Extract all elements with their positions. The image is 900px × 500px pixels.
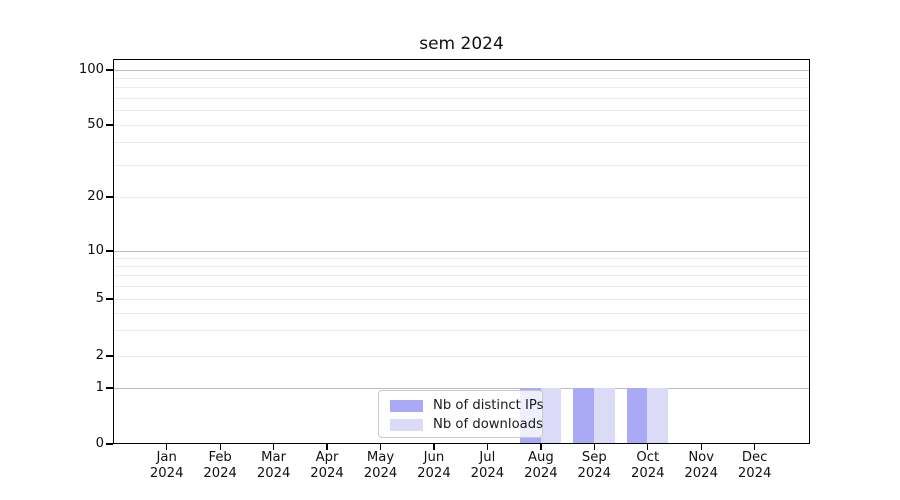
x-tick-mark (593, 444, 595, 450)
legend-item-downloads: Nb of downloads (390, 415, 543, 434)
x-tick-label: Nov 2024 (684, 450, 718, 481)
x-tick-mark (219, 444, 221, 450)
y-tick-label: 1 (95, 380, 104, 395)
minor-gridline (114, 355, 809, 357)
bar-downloads (594, 387, 615, 443)
legend-swatch-downloads (390, 418, 423, 431)
x-tick-mark (486, 444, 489, 450)
legend-item-distinct-ips: Nb of distinct IPs (390, 396, 544, 415)
y-tick-mark (106, 69, 113, 71)
y-tick-mark (106, 124, 113, 126)
x-tick-label: Jun 2024 (417, 450, 451, 481)
minor-gridline (114, 275, 809, 277)
y-tick-label: 10 (87, 243, 104, 258)
x-tick-label: Jan 2024 (149, 450, 184, 481)
major-gridline (114, 387, 809, 389)
chart-title: sem 2024 (419, 34, 504, 54)
y-tick-label: 0 (95, 436, 104, 451)
x-tick-label: Sep 2024 (577, 450, 612, 481)
y-tick-mark (106, 196, 113, 198)
y-tick-label: 5 (95, 291, 104, 306)
x-tick-mark (379, 444, 382, 450)
y-tick-label: 100 (78, 62, 104, 77)
bar-downloads (647, 387, 669, 443)
x-tick-label: Mar 2024 (256, 450, 291, 481)
minor-gridline (114, 330, 809, 332)
y-tick-label: 2 (95, 348, 104, 363)
minor-gridline (114, 286, 809, 288)
x-tick-label: May 2024 (363, 450, 398, 481)
minor-gridline (114, 110, 809, 112)
minor-gridline (114, 87, 809, 89)
legend-label: Nb of distinct IPs (433, 398, 544, 413)
minor-gridline (114, 266, 809, 268)
minor-gridline (114, 312, 809, 314)
major-gridline (114, 69, 809, 71)
x-tick-mark (166, 444, 168, 450)
y-tick-mark (106, 298, 113, 300)
y-tick-mark (106, 387, 113, 389)
x-tick-mark (754, 444, 756, 450)
bar-distinct-ips (573, 387, 594, 443)
x-tick-mark (273, 444, 275, 450)
minor-gridline (114, 196, 809, 198)
minor-gridline (114, 257, 809, 259)
x-tick-mark (647, 444, 649, 450)
y-tick-mark (106, 250, 113, 252)
y-tick-label: 20 (87, 189, 104, 204)
legend-swatch-distinct-ips (390, 399, 423, 412)
minor-gridline (114, 98, 809, 99)
minor-gridline (114, 298, 809, 300)
bar-downloads (540, 387, 562, 443)
x-tick-mark (540, 444, 542, 450)
minor-gridline (114, 164, 809, 166)
y-tick-mark (106, 443, 113, 445)
x-tick-mark (433, 444, 435, 450)
legend: Nb of distinct IPs Nb of downloads (378, 390, 544, 438)
x-tick-label: Aug 2024 (524, 450, 558, 481)
legend-label: Nb of downloads (433, 417, 543, 432)
minor-gridline (114, 78, 809, 80)
y-tick-mark (106, 355, 113, 357)
bar-distinct-ips (626, 387, 648, 443)
x-tick-label: Dec 2024 (737, 450, 772, 481)
minor-gridline (114, 142, 809, 144)
y-tick-label: 50 (87, 117, 104, 132)
x-tick-mark (700, 444, 702, 450)
major-gridline (114, 250, 809, 252)
x-tick-mark (326, 444, 328, 450)
x-tick-label: Feb 2024 (203, 450, 237, 481)
x-tick-label: Apr 2024 (310, 450, 344, 481)
x-tick-label: Jul 2024 (470, 450, 505, 481)
minor-gridline (114, 124, 809, 126)
x-tick-label: Oct 2024 (630, 450, 665, 481)
plot-area (113, 59, 810, 444)
